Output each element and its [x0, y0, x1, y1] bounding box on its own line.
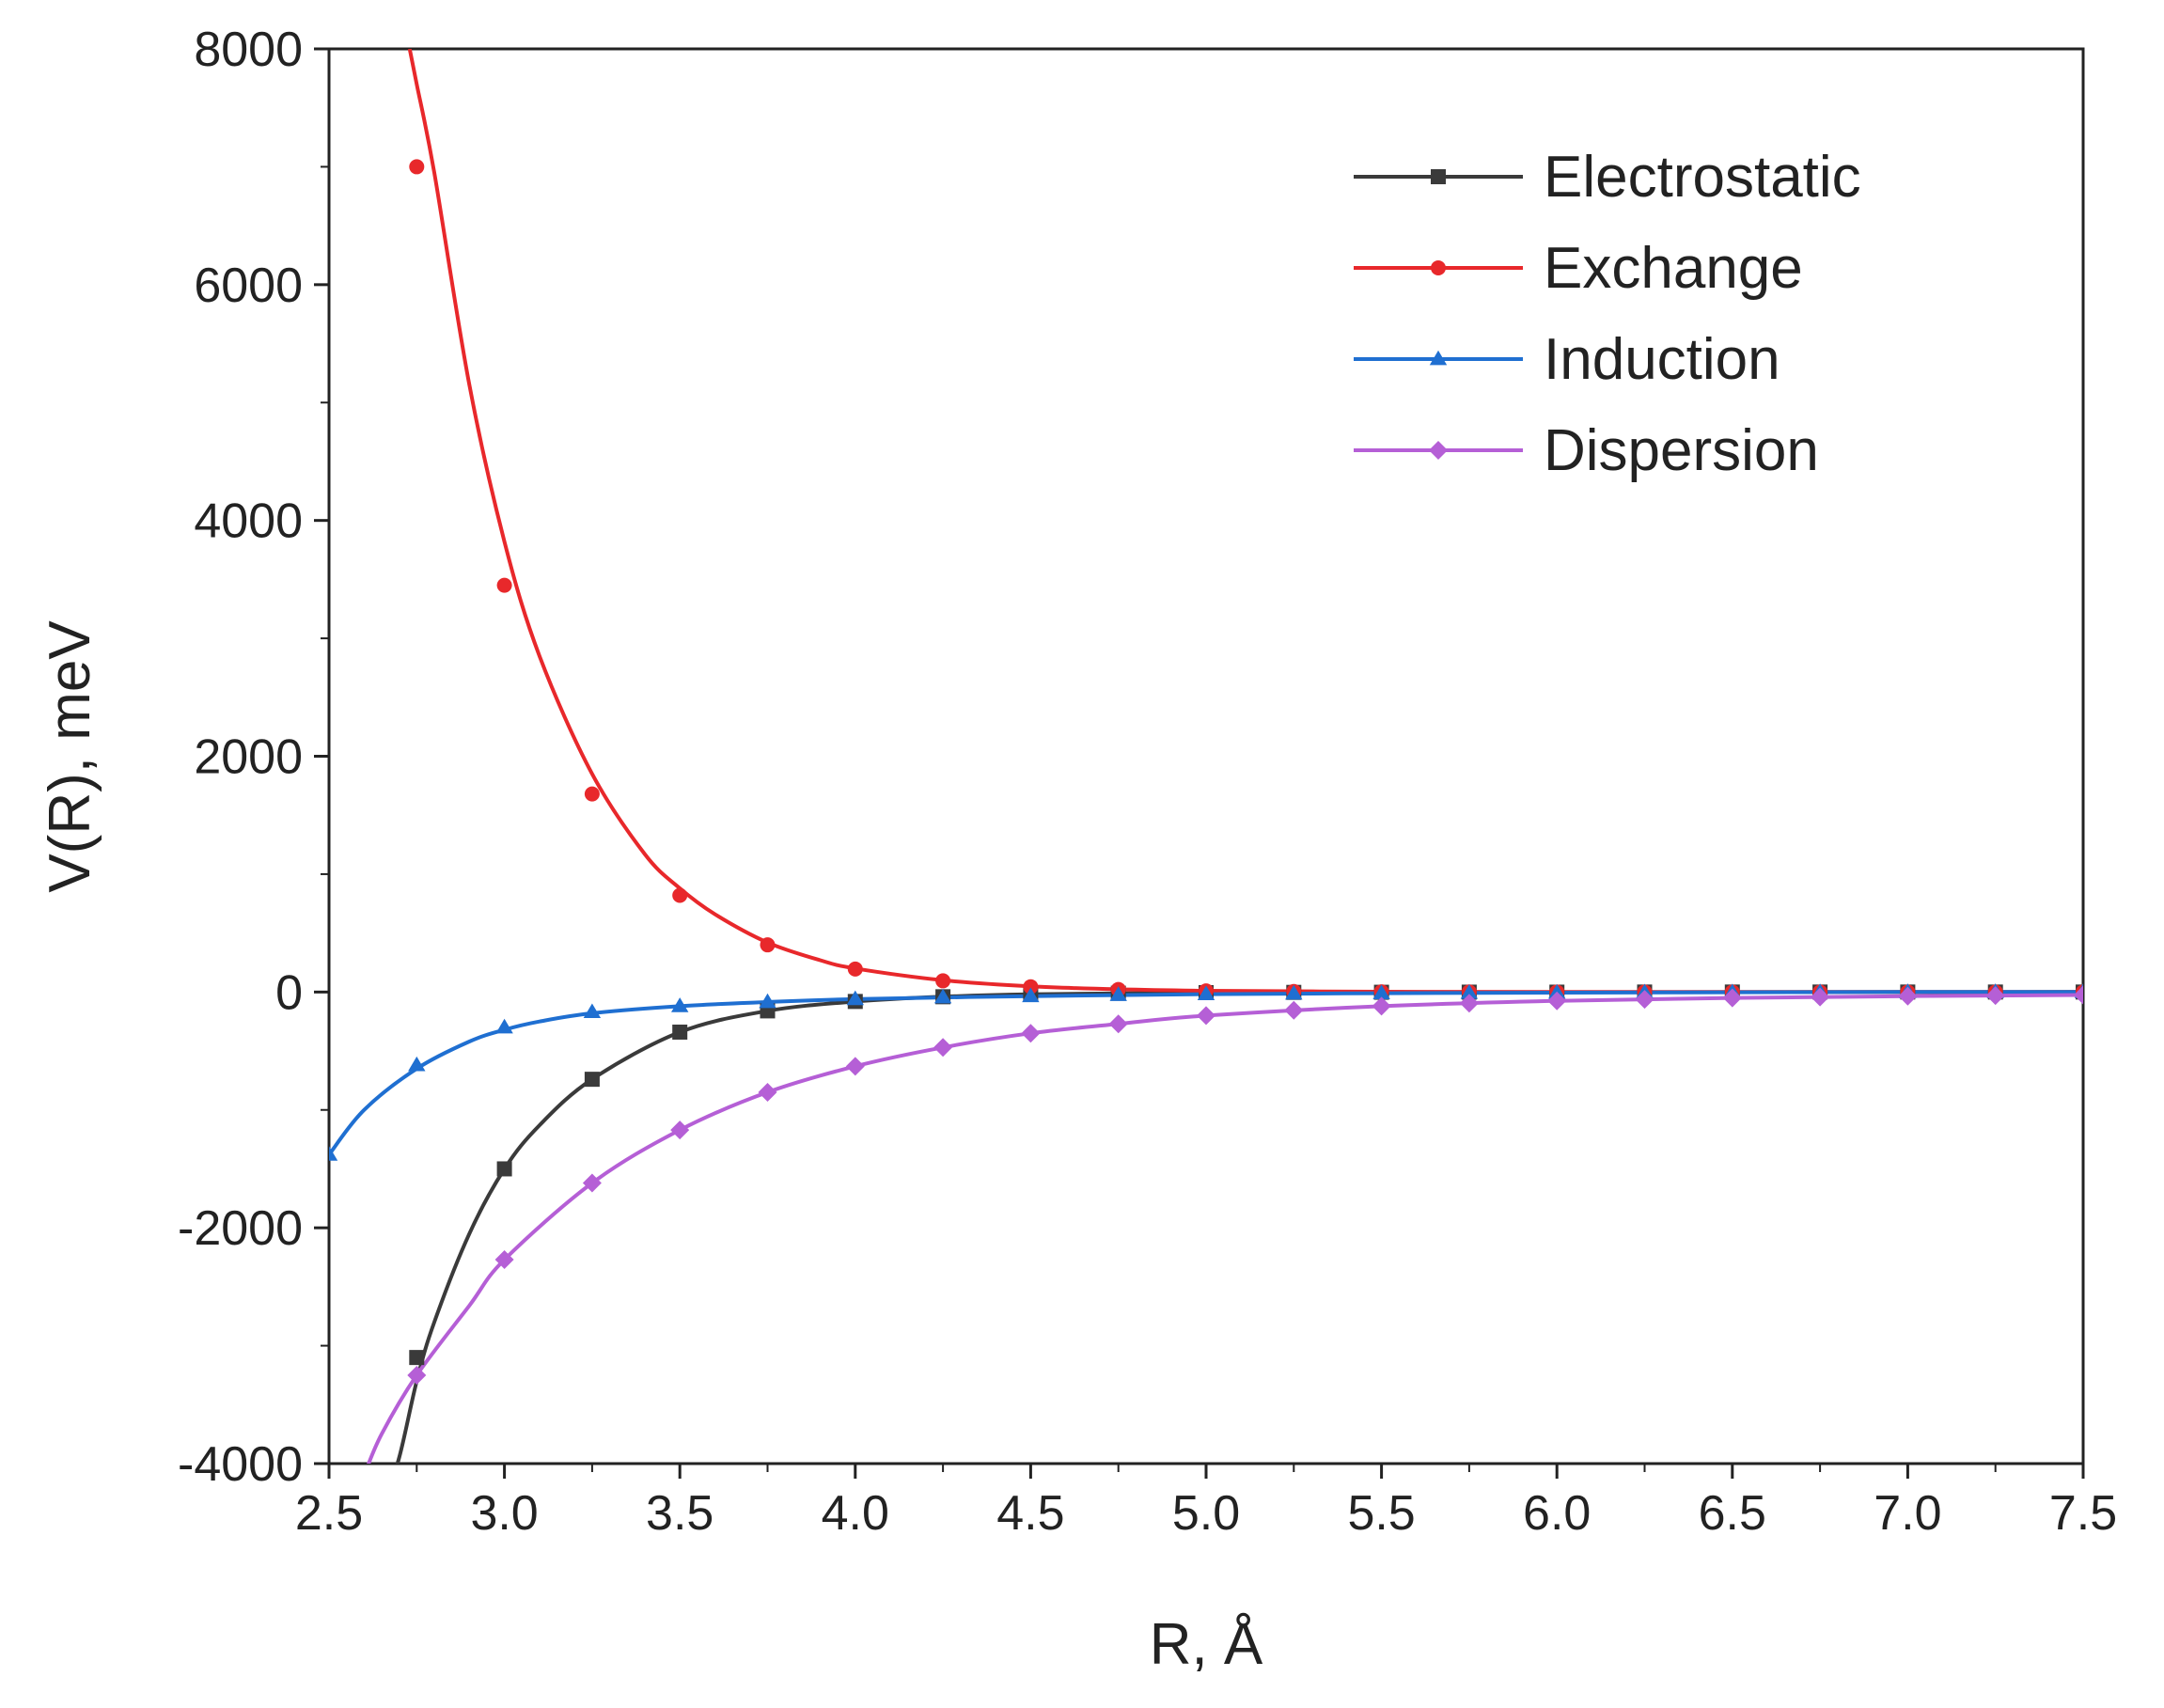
electrostatic-point — [496, 1161, 512, 1177]
x-tick-label: 3.0 — [470, 1486, 538, 1541]
exchange-point — [935, 973, 951, 989]
induction-point — [671, 997, 689, 1012]
dispersion-point — [1197, 1006, 1215, 1026]
dispersion-point — [494, 1250, 514, 1270]
induction-point — [1109, 986, 1127, 1001]
x-tick-label: 4.0 — [822, 1486, 889, 1541]
exchange-point — [1023, 979, 1039, 995]
y-tick-label: 4000 — [194, 494, 303, 549]
legend-label-induction: Induction — [1544, 327, 1780, 392]
x-tick-label: 6.5 — [1699, 1486, 1766, 1541]
induction-point — [1285, 984, 1303, 1000]
dispersion-point — [933, 1038, 953, 1058]
dispersion-point — [1108, 1014, 1128, 1034]
induction-point — [408, 1056, 426, 1072]
dispersion-point — [1898, 986, 1918, 1006]
y-tick-label: -4000 — [178, 1437, 303, 1492]
legend-label-electrostatic: Electrostatic — [1544, 145, 1861, 210]
legend-marker-induction — [1429, 350, 1448, 366]
electrostatic-point — [409, 1350, 425, 1366]
dispersion-curve — [366, 993, 2083, 1464]
legend-marker-electrostatic — [1431, 169, 1446, 184]
dispersion-point — [407, 1365, 427, 1385]
induction-point — [1460, 984, 1479, 999]
exchange-point — [496, 577, 512, 593]
x-tick-label: 3.5 — [646, 1486, 713, 1541]
dispersion-point — [670, 1120, 690, 1140]
x-axis-title: R, Å — [1150, 1612, 1263, 1677]
induction-point — [583, 1003, 602, 1019]
induction-point — [759, 993, 776, 1009]
x-tick-label: 4.5 — [996, 1486, 1064, 1541]
induction-point — [846, 990, 864, 1006]
dispersion-point — [1635, 990, 1654, 1010]
dispersion-point — [1372, 996, 1391, 1016]
dispersion-point — [1722, 988, 1742, 1008]
exchange-point — [760, 937, 776, 953]
exchange-point — [672, 887, 688, 903]
x-tick-label: 7.5 — [2049, 1486, 2117, 1541]
x-tick-label: 5.5 — [1347, 1486, 1415, 1541]
dispersion-point — [1459, 994, 1479, 1013]
dispersion-point — [1021, 1024, 1041, 1043]
electrostatic-point — [672, 1024, 688, 1040]
plot-area — [327, 47, 2085, 1465]
dispersion-point — [582, 1173, 602, 1193]
y-tick-label: 0 — [275, 965, 303, 1020]
legend-marker-exchange — [1431, 260, 1446, 275]
exchange-point — [584, 786, 600, 802]
legend-label-exchange: Exchange — [1544, 236, 1803, 301]
series-markers — [329, 159, 2083, 1385]
dispersion-point — [1811, 987, 1830, 1007]
induction-point — [1022, 987, 1040, 1003]
exchange-point — [847, 961, 863, 977]
dispersion-point — [845, 1057, 865, 1076]
axis-tick-labels: 2.5 3.0 3.5 4.0 4.5 5.0 5.5 6.0 6.5 7.0 7.5 -4000 -2… — [178, 23, 2117, 1541]
x-tick-label: 7.0 — [1874, 1486, 1941, 1541]
y-tick-label: -2000 — [178, 1201, 303, 1256]
y-tick-label: 6000 — [194, 259, 303, 313]
y-tick-label: 8000 — [194, 23, 303, 77]
exchange-point — [409, 159, 425, 175]
y-tick-label: 2000 — [194, 730, 303, 785]
induction-point — [329, 1146, 338, 1161]
legend-label-dispersion: Dispersion — [1544, 418, 1819, 483]
induction-point — [1197, 985, 1215, 1000]
induction-point — [1548, 983, 1566, 999]
x-tick-label: 5.0 — [1172, 1486, 1240, 1541]
dispersion-point — [1985, 986, 2005, 1006]
legend-marker-dispersion — [1429, 441, 1448, 460]
induction-point — [933, 988, 952, 1004]
legend: Electrostatic Exchange Induction Dispersion — [1354, 145, 1861, 483]
dispersion-point — [758, 1082, 777, 1102]
induction-point — [495, 1018, 513, 1034]
dispersion-point — [2074, 985, 2083, 1005]
axis-ticks — [314, 47, 2085, 1479]
x-tick-label: 6.0 — [1523, 1486, 1591, 1541]
induction-curve — [329, 990, 2083, 1156]
dispersion-point — [1547, 991, 1567, 1011]
electrostatic-point — [584, 1072, 600, 1088]
dispersion-point — [1284, 1000, 1304, 1020]
y-axis-title: V(R), meV — [38, 620, 102, 893]
x-tick-label: 2.5 — [295, 1486, 363, 1541]
induction-point — [1372, 984, 1390, 999]
